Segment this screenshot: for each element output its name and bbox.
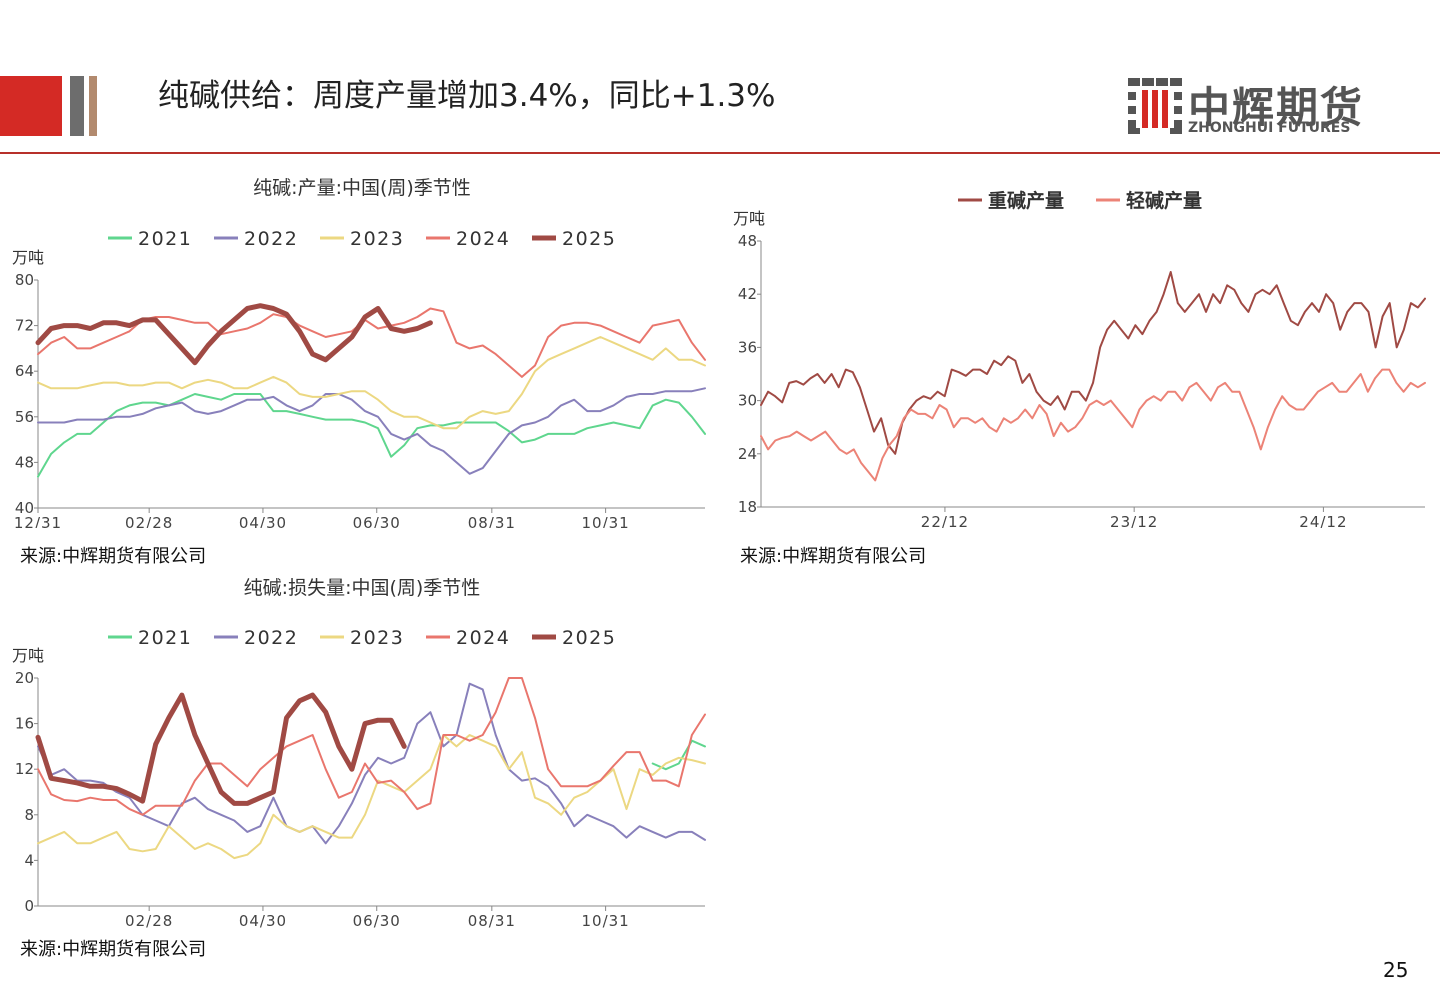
series-line	[37, 307, 706, 378]
heavy-light-output-chart: 万吨 重碱产量 轻碱产量 18 24 30 36 42 48 22/12 23/12 24/12	[725, 168, 1440, 528]
series-line	[760, 368, 1426, 482]
x-tick-label: 06/30	[353, 912, 401, 928]
y-tick-label: 56	[15, 408, 34, 426]
legend-label: 2021	[138, 627, 192, 649]
y-tick-label: 36	[738, 338, 757, 356]
legend-label: 2021	[138, 228, 192, 250]
series-line	[37, 682, 706, 845]
x-tick-label: 23/12	[1110, 513, 1158, 528]
x-tick-label: 10/31	[581, 912, 629, 928]
x-tick-label: 02/28	[125, 514, 173, 528]
legend-label: 重碱产量	[988, 189, 1064, 212]
logo-chinese-text: 中辉期货	[1188, 83, 1365, 132]
y-tick-label: 72	[15, 317, 34, 335]
chart-title: 纯碱:产量:中国(周)季节性	[253, 177, 471, 199]
y-tick-label: 40	[15, 499, 34, 517]
legend-item: 2024	[426, 627, 510, 649]
logo-grid-icon	[1128, 78, 1182, 134]
x-tick-label: 08/31	[468, 514, 516, 528]
legend-item: 重碱产量	[958, 189, 1064, 212]
logo-english-text: ZHONGHUI FUTURES	[1188, 120, 1351, 136]
legend-label: 2023	[350, 228, 404, 250]
y-axis-unit: 万吨	[12, 248, 44, 267]
legend-label: 2025	[562, 627, 616, 649]
x-tick-label: 02/28	[125, 912, 173, 928]
heavy-light-chart-source: 来源:中辉期货有限公司	[740, 546, 927, 567]
y-axis-unit: 万吨	[733, 209, 765, 228]
legend-label: 2024	[456, 627, 510, 649]
header-gray-bar	[70, 76, 84, 136]
legend-item: 2025	[532, 228, 616, 250]
page-number: 25	[1383, 958, 1409, 982]
x-tick-label: 24/12	[1299, 513, 1347, 528]
legend-item: 2022	[214, 228, 298, 250]
loss-seasonal-chart: 纯碱:损失量:中国(周)季节性万吨 2021 2022 2023 2024 2025 0 4 8…	[0, 568, 720, 928]
x-tick-label: 04/30	[239, 912, 287, 928]
legend-item: 2021	[108, 228, 192, 250]
y-tick-label: 16	[15, 715, 34, 733]
y-tick-label: 24	[738, 445, 757, 463]
y-tick-label: 42	[738, 285, 757, 303]
chart-canvas: 万吨 重碱产量 轻碱产量 18 24 30 36 42 48 22/12 23/12 24/12	[733, 189, 1426, 528]
y-tick-label: 12	[15, 760, 34, 778]
legend-item: 2022	[214, 627, 298, 649]
legend-label: 2022	[244, 627, 298, 649]
legend-label: 2023	[350, 627, 404, 649]
series-line	[37, 387, 706, 475]
y-tick-label: 30	[738, 392, 757, 410]
chart-title: 纯碱:损失量:中国(周)季节性	[244, 577, 481, 599]
series-line	[760, 271, 1426, 455]
legend-item: 2024	[426, 228, 510, 250]
legend-label: 2022	[244, 228, 298, 250]
y-axis-unit: 万吨	[12, 646, 44, 665]
series-line	[35, 692, 407, 806]
x-tick-label: 08/31	[468, 912, 516, 928]
header-divider	[0, 152, 1440, 154]
series-line	[35, 303, 433, 366]
y-tick-label: 48	[738, 232, 757, 250]
header-red-block	[0, 76, 62, 136]
series-line	[37, 336, 706, 430]
output-seasonal-chart: 纯碱:产量:中国(周)季节性万吨 2021 2022 2023 2024 2025 40 48…	[0, 168, 720, 528]
company-logo: 中辉期货 ZHONGHUI FUTURES	[1126, 74, 1366, 138]
legend-item: 2025	[532, 627, 616, 649]
y-tick-label: 8	[24, 806, 34, 824]
legend-item: 轻碱产量	[1096, 189, 1202, 212]
x-tick-label: 12/31	[14, 514, 62, 528]
header-tan-bar	[89, 76, 97, 136]
series-line	[37, 677, 706, 816]
x-tick-label: 10/31	[581, 514, 629, 528]
y-tick-label: 20	[15, 669, 34, 687]
legend-label: 轻碱产量	[1126, 189, 1202, 212]
y-tick-label: 0	[24, 897, 34, 915]
x-tick-label: 04/30	[239, 514, 287, 528]
output-chart-source: 来源:中辉期货有限公司	[20, 546, 207, 567]
series-line	[651, 739, 706, 771]
series-line	[37, 734, 706, 860]
x-tick-label: 22/12	[921, 513, 969, 528]
legend-item: 2023	[320, 627, 404, 649]
x-tick-label: 06/30	[353, 514, 401, 528]
y-tick-label: 4	[24, 851, 34, 869]
series-line	[37, 393, 706, 478]
legend-item: 2023	[320, 228, 404, 250]
legend-item: 2021	[108, 627, 192, 649]
loss-chart-source: 来源:中辉期货有限公司	[20, 939, 207, 960]
y-tick-label: 64	[15, 362, 34, 380]
y-tick-label: 18	[738, 498, 757, 516]
legend-label: 2024	[456, 228, 510, 250]
y-tick-label: 80	[15, 271, 34, 289]
legend-label: 2025	[562, 228, 616, 250]
page-title: 纯碱供给：周度产量增加3.4%，同比+1.3%	[158, 78, 776, 114]
y-tick-label: 48	[15, 453, 34, 471]
